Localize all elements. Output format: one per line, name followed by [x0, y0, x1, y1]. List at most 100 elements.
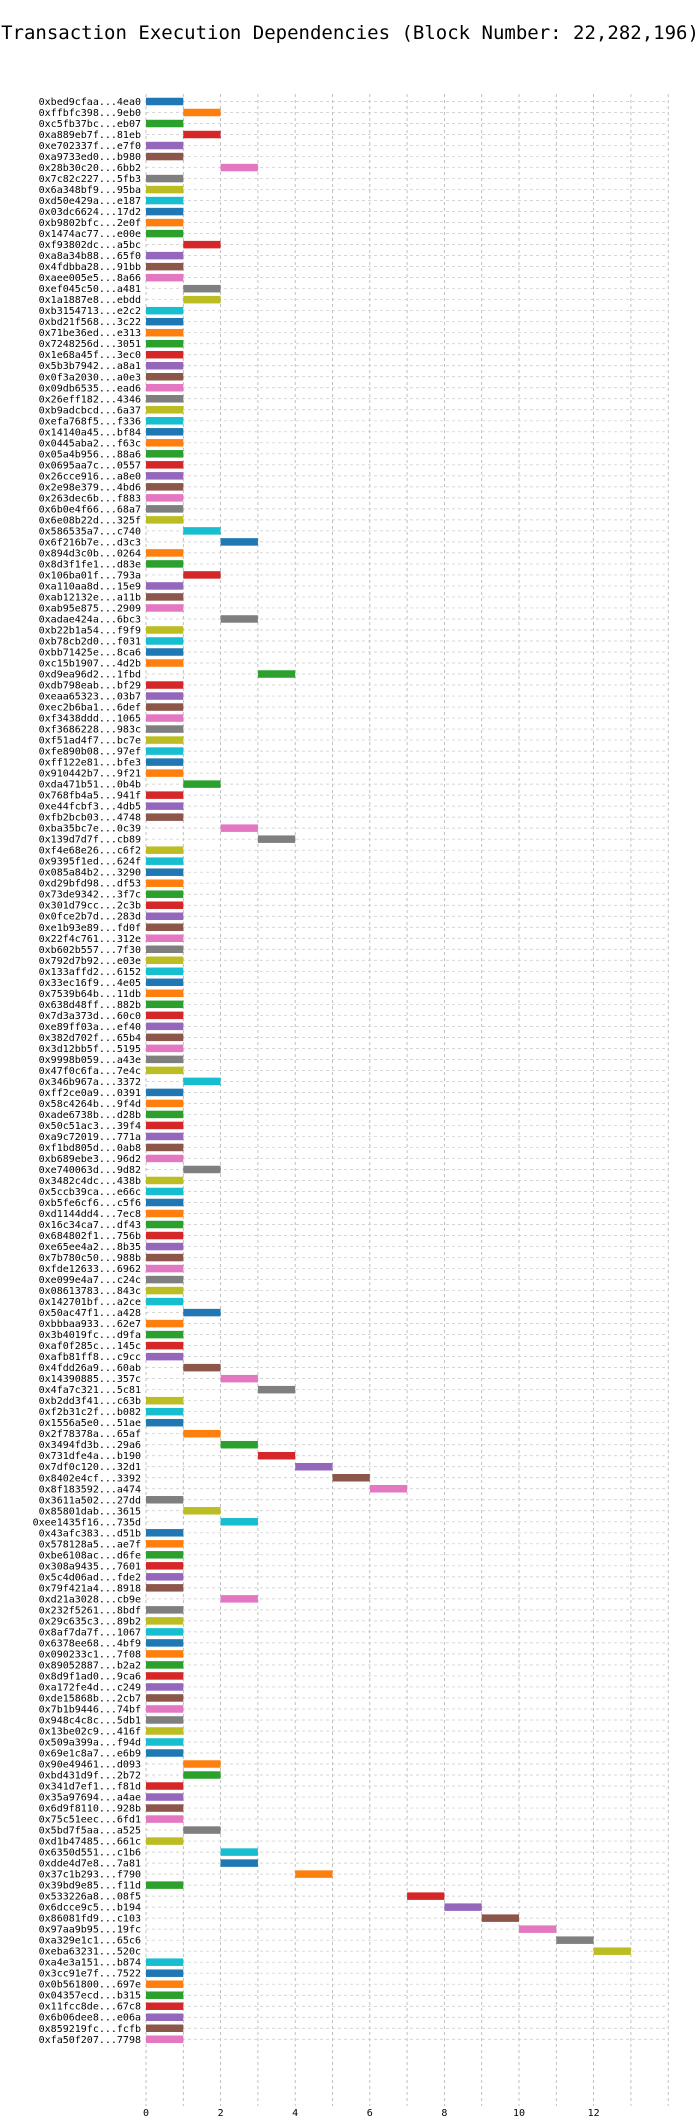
- transaction-bar: [146, 1055, 184, 1064]
- transaction-label: 0x90e49461...d093: [39, 1760, 141, 1771]
- transaction-bar: [146, 769, 184, 777]
- transaction-label: 0x13be02c9...416f: [39, 1726, 141, 1737]
- transaction-bar: [257, 835, 296, 843]
- transaction-bar: [183, 130, 221, 139]
- transaction-label: 0x4fa7c321...5c81: [39, 1385, 141, 1396]
- transaction-bar: [146, 703, 184, 711]
- transaction-label: 0x910442b7...9f21: [39, 769, 141, 780]
- transaction-label: 0x301d79cc...2c3b: [39, 901, 141, 912]
- transaction-label: 0x11fcc8de...67c8: [39, 2002, 141, 2013]
- transaction-bar: [146, 1044, 184, 1053]
- transaction-bar: [146, 339, 184, 348]
- transaction-bar: [183, 1308, 221, 1317]
- transaction-label: 0x768fb4a5...941f: [39, 791, 141, 802]
- transaction-label: 0x8402e4cf...3392: [39, 1473, 141, 1484]
- transaction-label: 0xff122e81...bfe3: [39, 758, 141, 769]
- transaction-bar: [183, 108, 221, 117]
- transaction-bar: [146, 1551, 184, 1559]
- transaction-bar: [146, 791, 184, 799]
- transaction-bar: [146, 1121, 184, 1130]
- chart-title: Transaction Execution Dependencies (Bloc…: [1, 22, 699, 44]
- transaction-bar: [146, 119, 184, 128]
- transaction-bar: [146, 659, 184, 667]
- transaction-label: 0xe740063d...9d82: [39, 1165, 141, 1176]
- transaction-label: 0xef045c50...a481: [39, 284, 141, 295]
- transaction-bar: [146, 516, 184, 524]
- transaction-bar: [146, 681, 184, 689]
- transaction-bar: [146, 229, 184, 238]
- transaction-bar: [146, 384, 184, 392]
- transaction-bar: [146, 1011, 184, 1020]
- transaction-bar: [295, 1870, 333, 1878]
- transaction-bar: [146, 1418, 184, 1427]
- transaction-bar: [146, 890, 184, 898]
- transaction-label: 0xd1b47485...661c: [39, 1837, 141, 1848]
- transaction-label: 0x3482c4dc...438b: [39, 1176, 141, 1187]
- transaction-label: 0x731dfe4a...b190: [39, 1451, 141, 1462]
- transaction-label: 0x2f78378a...65af: [39, 1429, 141, 1440]
- transaction-bar: [146, 857, 184, 865]
- transaction-label: 0x37c1b293...f790: [39, 1870, 141, 1881]
- transaction-bar: [183, 1507, 221, 1515]
- transaction-bar: [146, 1088, 184, 1097]
- transaction-bar: [556, 1936, 594, 1944]
- transaction-label: 0x894d3c0b...0264: [39, 548, 141, 559]
- transaction-bar: [146, 306, 184, 315]
- transaction-bar: [146, 945, 184, 954]
- transaction-bar: [146, 736, 184, 744]
- transaction-label: 0xe44fcbf3...4db5: [39, 802, 141, 813]
- transaction-label: 0x14390885...357c: [39, 1374, 141, 1385]
- transaction-label: 0x97aa9b95...19fc: [39, 1925, 141, 1936]
- transaction-label: 0x75c51eec...6fd1: [39, 1815, 141, 1826]
- transaction-bar: [146, 1143, 184, 1152]
- transaction-bar: [146, 185, 184, 194]
- transaction-label: 0xb22b1a54...f9f9: [39, 625, 141, 636]
- transaction-label: 0x085a84b2...3290: [39, 868, 141, 879]
- transaction-label: 0xbed9cfaa...4ea0: [39, 97, 141, 108]
- transaction-bar: [146, 1187, 184, 1196]
- transaction-bar: [257, 1451, 296, 1460]
- transaction-label: 0xdb798eab...bf29: [39, 681, 141, 692]
- transaction-bar: [146, 912, 184, 920]
- transaction-label: 0x638d48ff...882b: [39, 1000, 141, 1011]
- transaction-bar: [146, 1606, 184, 1614]
- transaction-bar: [183, 1363, 221, 1372]
- transaction-label: 0xde15868b...2cb7: [39, 1693, 141, 1704]
- transaction-bar: [146, 2002, 184, 2010]
- transaction-bar: [146, 417, 184, 425]
- transaction-label: 0x6e08b22d...325f: [39, 515, 141, 526]
- transaction-label: 0x6378ee68...4bf9: [39, 1638, 141, 1649]
- transaction-bar: [146, 350, 184, 359]
- transaction-label: 0xfe890b08...97ef: [39, 747, 141, 758]
- transaction-bar: [146, 262, 184, 271]
- transaction-label: 0x8af7da7f...1067: [39, 1627, 141, 1638]
- transaction-bar: [146, 1033, 184, 1042]
- transaction-label: 0x09db6535...ead6: [39, 383, 141, 394]
- transaction-label: 0x3cc91e7f...7522: [39, 1969, 141, 1980]
- transaction-bar: [146, 1793, 184, 1801]
- transaction-label: 0xd21a3028...cb9e: [39, 1594, 141, 1605]
- transaction-bar: [146, 1617, 184, 1625]
- transaction-bar: [146, 1407, 184, 1416]
- transaction-label: 0x69e1c8a7...e6b9: [39, 1749, 141, 1760]
- transaction-bar: [146, 1969, 184, 1977]
- transaction-label: 0x3611a502...27dd: [39, 1495, 141, 1506]
- transaction-label: 0x3494fd3b...29a6: [39, 1440, 141, 1451]
- transaction-label: 0x8f183592...a474: [39, 1484, 141, 1495]
- transaction-label: 0x578128a5...ae7f: [39, 1539, 141, 1550]
- transaction-bar: [146, 1804, 184, 1812]
- transaction-bar: [146, 1749, 184, 1757]
- transaction-label: 0x28b30c20...6bb2: [39, 163, 141, 174]
- transaction-bar: [146, 494, 184, 502]
- transaction-label: 0x0fce2b7d...283d: [39, 912, 141, 923]
- transaction-bar: [220, 1518, 258, 1526]
- transaction-bar: [146, 1275, 184, 1284]
- transaction-label: 0x4fdd26a9...60ab: [39, 1363, 141, 1374]
- transaction-label: 0x50ac47f1...a428: [39, 1308, 141, 1319]
- transaction-label: 0xeba63231...520c: [39, 1947, 141, 1958]
- transaction-bar: [146, 956, 184, 965]
- transaction-bar: [146, 1639, 184, 1647]
- transaction-bar: [146, 1330, 184, 1339]
- transaction-bar: [220, 538, 258, 546]
- transaction-bar: [146, 1782, 184, 1790]
